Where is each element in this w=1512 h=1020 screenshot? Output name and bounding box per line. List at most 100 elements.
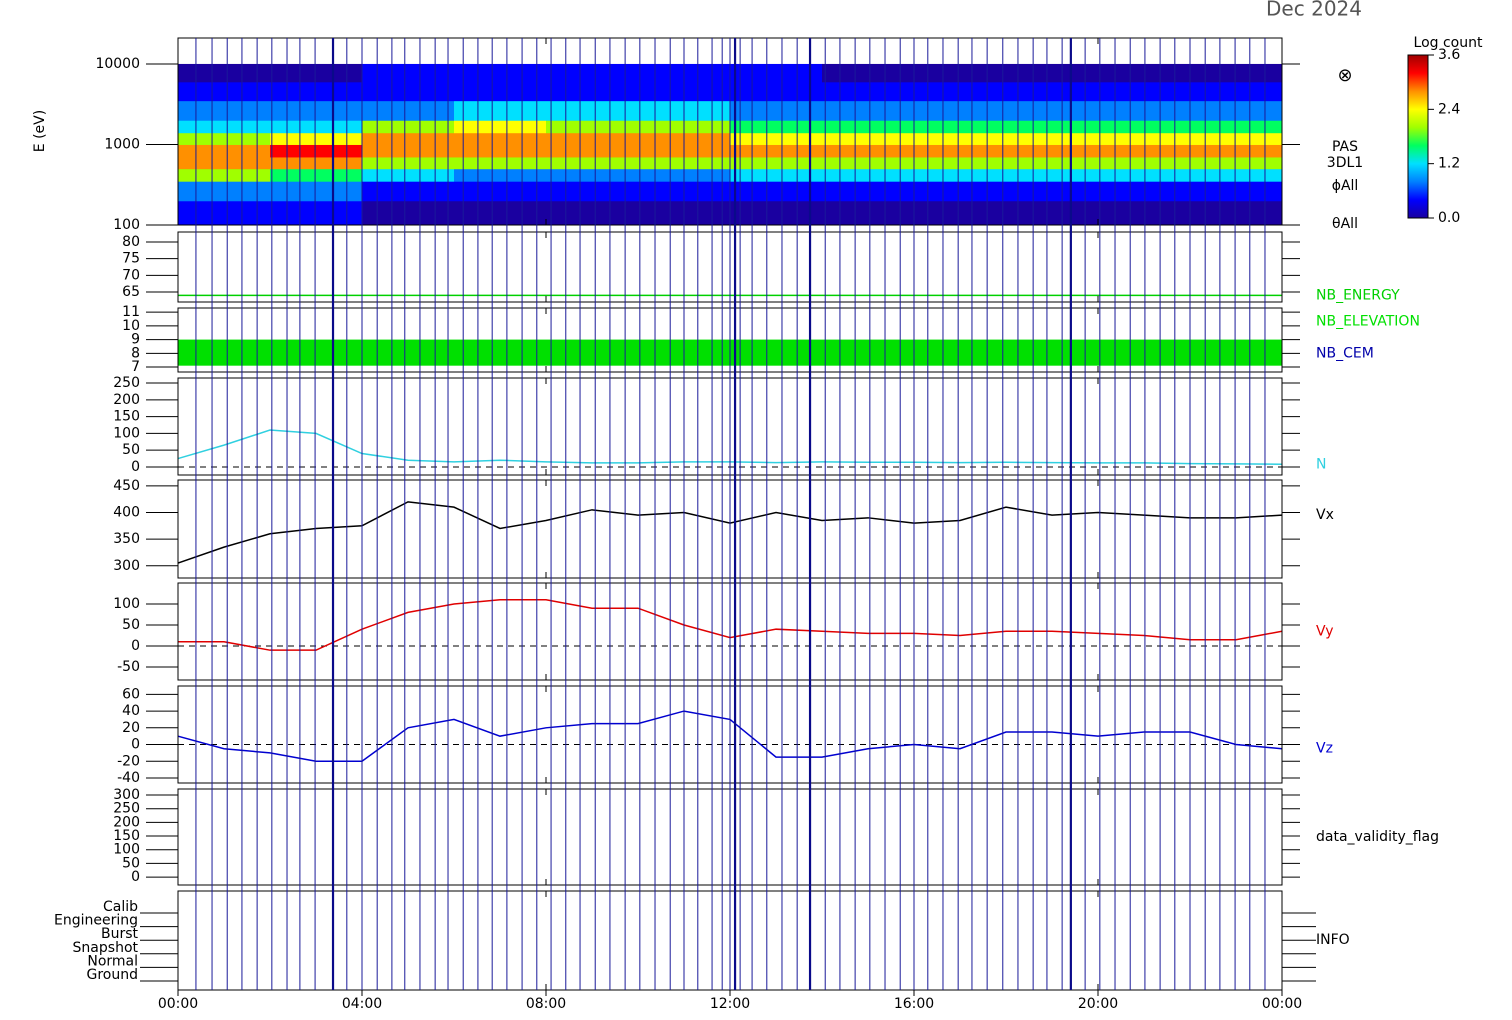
y-tick-label: 100: [113, 217, 140, 233]
colorbar-tick-label: 0.0: [1438, 210, 1460, 226]
x-tick-label: 00:00: [1262, 996, 1302, 1012]
state-label: Ground: [87, 967, 139, 983]
colorbar-tick-label: 2.4: [1438, 101, 1460, 117]
heatmap-cell: [1098, 156, 1191, 170]
heatmap-cell: [1190, 144, 1283, 158]
series-label: Vx: [1316, 507, 1334, 523]
heatmap-cell: [1006, 168, 1099, 182]
heatmap-cell: [730, 81, 823, 102]
heatmap-cell: [914, 81, 1007, 102]
heatmap-cell: [178, 120, 271, 134]
y-tick-label: 1000: [104, 136, 140, 152]
heatmap-cell: [546, 168, 639, 182]
heatmap-cell: [730, 120, 823, 134]
heatmap-cell: [914, 132, 1007, 145]
heatmap-cell: [822, 156, 915, 170]
y-tick-label: 80: [122, 234, 140, 250]
y-tick-label: 50: [122, 442, 140, 458]
heatmap-cell: [822, 181, 915, 202]
y-tick-label: 50: [122, 855, 140, 871]
x-tick-label: 20:00: [1078, 996, 1118, 1012]
heatmap-cell: [1190, 181, 1283, 202]
heatmap-cell: [1190, 63, 1283, 83]
heatmap-cell: [1190, 100, 1283, 121]
heatmap-cell: [914, 63, 1007, 83]
y-tick-label: 0: [131, 737, 140, 753]
heatmap-cell: [1098, 144, 1191, 158]
y-tick-label: 150: [113, 828, 140, 844]
y-tick-label: 300: [113, 787, 140, 803]
heatmap-cell: [546, 156, 639, 170]
heatmap-cell: [546, 81, 639, 102]
instrument-label: θAll: [1332, 216, 1358, 232]
heatmap-cell: [178, 168, 271, 182]
heatmap-cell: [546, 100, 639, 121]
heatmap-cell: [1190, 120, 1283, 134]
x-tick-label: 12:00: [710, 996, 750, 1012]
colorbar-tick-label: 3.6: [1438, 47, 1460, 63]
heatmap-cell: [178, 132, 271, 145]
heatmap-cell: [914, 144, 1007, 158]
heatmap-cell: [730, 156, 823, 170]
heatmap-cell: [270, 120, 363, 134]
heatmap-cell: [270, 168, 363, 182]
heatmap-cell: [362, 181, 455, 202]
heatmap-cell: [822, 200, 915, 226]
heatmap-cell: [822, 132, 915, 145]
heatmap-cell: [270, 100, 363, 121]
y-tick-label: -20: [117, 753, 140, 769]
series-label: NB_CEM: [1316, 345, 1374, 361]
x-tick-label: 08:00: [526, 996, 566, 1012]
y-tick-label: 250: [113, 375, 140, 391]
colorbar: [1407, 54, 1429, 219]
y-tick-label: -40: [117, 770, 140, 786]
y-tick-label: 11: [122, 304, 140, 320]
y-tick-label: 8: [131, 345, 140, 361]
y-tick-label: 10000: [95, 56, 140, 72]
heatmap-cell: [914, 200, 1007, 226]
y-tick-label: -50: [117, 659, 140, 675]
y-tick-label: 0: [131, 459, 140, 475]
heatmap-cell: [454, 81, 547, 102]
y-tick-label: 350: [113, 531, 140, 547]
heatmap-cell: [822, 144, 915, 158]
y-tick-label: 20: [122, 720, 140, 736]
state-label: Calib: [103, 899, 138, 915]
heatmap-cell: [1190, 81, 1283, 102]
heatmap-cell: [1006, 63, 1099, 83]
heatmap-cell: [914, 181, 1007, 202]
heatmap-cell: [1190, 156, 1283, 170]
heatmap-cell: [270, 81, 363, 102]
colorbar-tick-label: 1.2: [1438, 156, 1460, 172]
series-label: Vz: [1316, 741, 1333, 757]
heatmap-cell: [822, 100, 915, 121]
y-tick-label: 65: [122, 284, 140, 300]
heatmap-cell: [730, 181, 823, 202]
heatmap-cell: [362, 120, 455, 134]
heatmap-cell: [1190, 200, 1283, 226]
heatmap-cell: [1098, 200, 1191, 226]
y-tick-label: 400: [113, 504, 140, 520]
y-axis-label: E (eV): [32, 110, 48, 152]
y-tick-label: 7: [131, 359, 140, 375]
y-tick-label: 200: [113, 814, 140, 830]
heatmap-cell: [546, 200, 639, 226]
colorbar-title: Log count: [1414, 35, 1483, 51]
x-tick-label: 00:00: [158, 996, 198, 1012]
y-tick-label: 150: [113, 409, 140, 425]
heatmap-cell: [822, 63, 915, 83]
heatmap-cell: [362, 132, 455, 145]
heatmap-cell: [914, 120, 1007, 134]
heatmap-cell: [730, 200, 823, 226]
heatmap-cell: [730, 63, 823, 83]
heatmap-cell: [730, 168, 823, 182]
x-tick-label: 04:00: [342, 996, 382, 1012]
state-label: Snapshot: [73, 940, 139, 956]
y-tick-label: 50: [122, 617, 140, 633]
y-tick-label: 300: [113, 558, 140, 574]
heatmap-cell: [1006, 200, 1099, 226]
direction-symbol: ⊗: [1337, 65, 1352, 86]
heatmap-cell: [178, 144, 271, 158]
heatmap-cell: [546, 63, 639, 83]
y-tick-label: 40: [122, 703, 140, 719]
